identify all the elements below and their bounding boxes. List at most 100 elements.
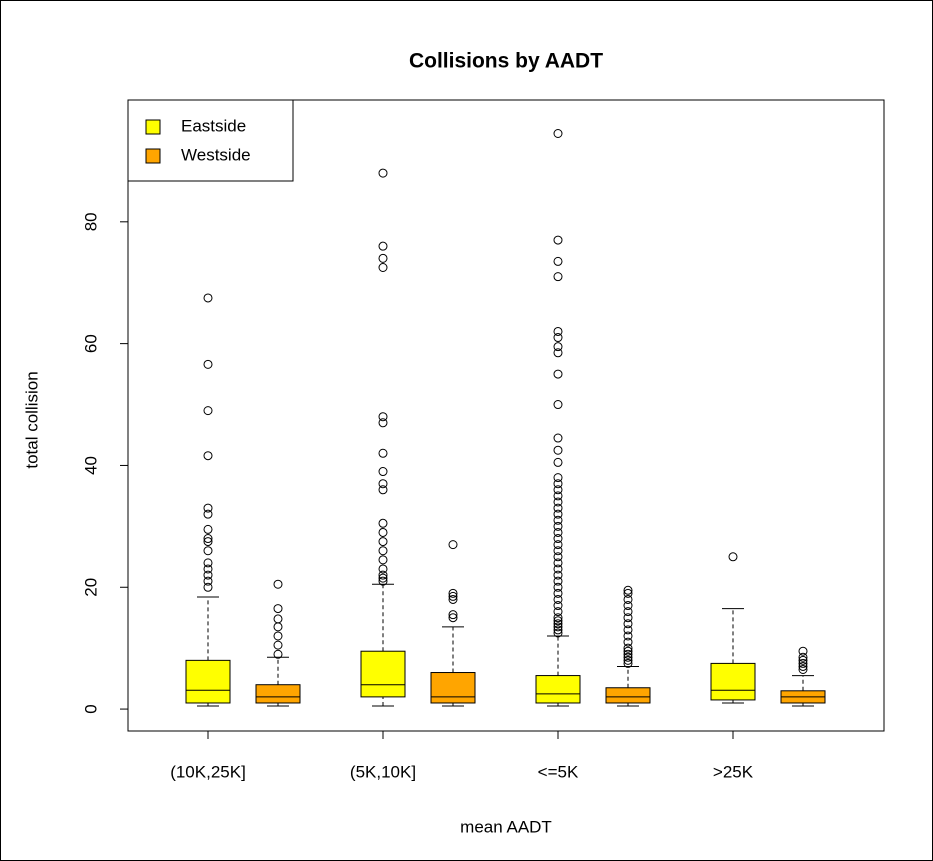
outlier	[378, 564, 388, 574]
outlier	[448, 610, 458, 620]
outlier	[798, 646, 808, 656]
outlier	[273, 579, 283, 589]
outlier	[273, 640, 283, 650]
outlier	[798, 652, 808, 662]
outlier	[553, 272, 563, 282]
outlier	[553, 616, 563, 626]
y-tick-label: 80	[81, 212, 100, 231]
outlier	[378, 418, 388, 428]
outlier	[203, 451, 213, 461]
box	[605, 687, 651, 704]
outlier	[203, 406, 213, 416]
outlier	[553, 534, 563, 544]
legend-label: Westside	[181, 145, 251, 164]
outlier	[448, 594, 458, 604]
outlier	[553, 628, 563, 638]
box	[535, 675, 581, 704]
outlier	[623, 588, 633, 598]
outlier	[553, 497, 563, 507]
outlier	[203, 524, 213, 534]
outlier	[553, 607, 563, 617]
outlier	[623, 631, 633, 641]
outlier	[553, 552, 563, 562]
outlier	[623, 625, 633, 635]
outlier	[378, 546, 388, 556]
outlier	[623, 585, 633, 595]
outlier	[203, 537, 213, 547]
outlier	[378, 262, 388, 272]
outlier	[553, 622, 563, 632]
outlier	[798, 655, 808, 665]
outlier	[553, 433, 563, 443]
y-axis-label: total collision	[22, 371, 41, 468]
outlier	[203, 558, 213, 568]
outlier	[273, 649, 283, 659]
outlier	[553, 521, 563, 531]
outlier	[378, 448, 388, 458]
outlier	[553, 613, 563, 623]
outlier	[553, 503, 563, 513]
outlier	[553, 546, 563, 556]
outlier	[203, 582, 213, 592]
outlier	[553, 588, 563, 598]
outlier	[378, 485, 388, 495]
x-axis-label: mean AADT	[460, 817, 552, 836]
legend-label: Eastside	[181, 116, 246, 135]
outlier	[378, 570, 388, 580]
outlier	[553, 491, 563, 501]
outlier	[378, 412, 388, 422]
outlier	[553, 527, 563, 537]
outlier	[553, 564, 563, 574]
outlier	[623, 601, 633, 611]
outlier	[623, 594, 633, 604]
outlier	[203, 570, 213, 580]
outlier	[623, 607, 633, 617]
outlier	[273, 604, 283, 614]
legend-box	[127, 99, 294, 182]
outlier	[553, 509, 563, 519]
outlier	[203, 503, 213, 513]
box	[360, 650, 406, 698]
outlier	[553, 400, 563, 410]
outlier	[448, 588, 458, 598]
outlier	[553, 582, 563, 592]
outlier	[203, 546, 213, 556]
outlier	[553, 479, 563, 489]
outlier	[378, 573, 388, 583]
outlier	[553, 457, 563, 467]
x-tick-label: >25K	[713, 762, 754, 781]
y-tick-label: 0	[81, 704, 100, 713]
outlier	[623, 643, 633, 653]
outlier	[553, 326, 563, 336]
outlier	[553, 128, 563, 138]
outlier	[553, 235, 563, 245]
outlier	[553, 473, 563, 483]
outlier	[553, 558, 563, 568]
outlier	[448, 591, 458, 601]
outlier	[798, 661, 808, 671]
y-tick-label: 60	[81, 334, 100, 353]
outlier	[203, 576, 213, 586]
outlier	[273, 614, 283, 624]
outlier	[553, 333, 563, 343]
outlier	[203, 564, 213, 574]
outlier	[798, 658, 808, 668]
outlier	[203, 293, 213, 303]
outlier	[623, 646, 633, 656]
box	[185, 659, 231, 704]
outlier	[553, 445, 563, 455]
outlier	[623, 619, 633, 629]
outlier	[553, 601, 563, 611]
outlier	[623, 649, 633, 659]
outlier	[553, 256, 563, 266]
outlier	[623, 658, 633, 668]
x-tick-label: (10K,25K]	[170, 762, 246, 781]
outlier	[203, 509, 213, 519]
outlier	[378, 518, 388, 528]
outlier	[448, 613, 458, 623]
outlier	[378, 576, 388, 586]
outlier	[553, 369, 563, 379]
legend-swatch	[145, 119, 161, 135]
outlier	[378, 241, 388, 251]
